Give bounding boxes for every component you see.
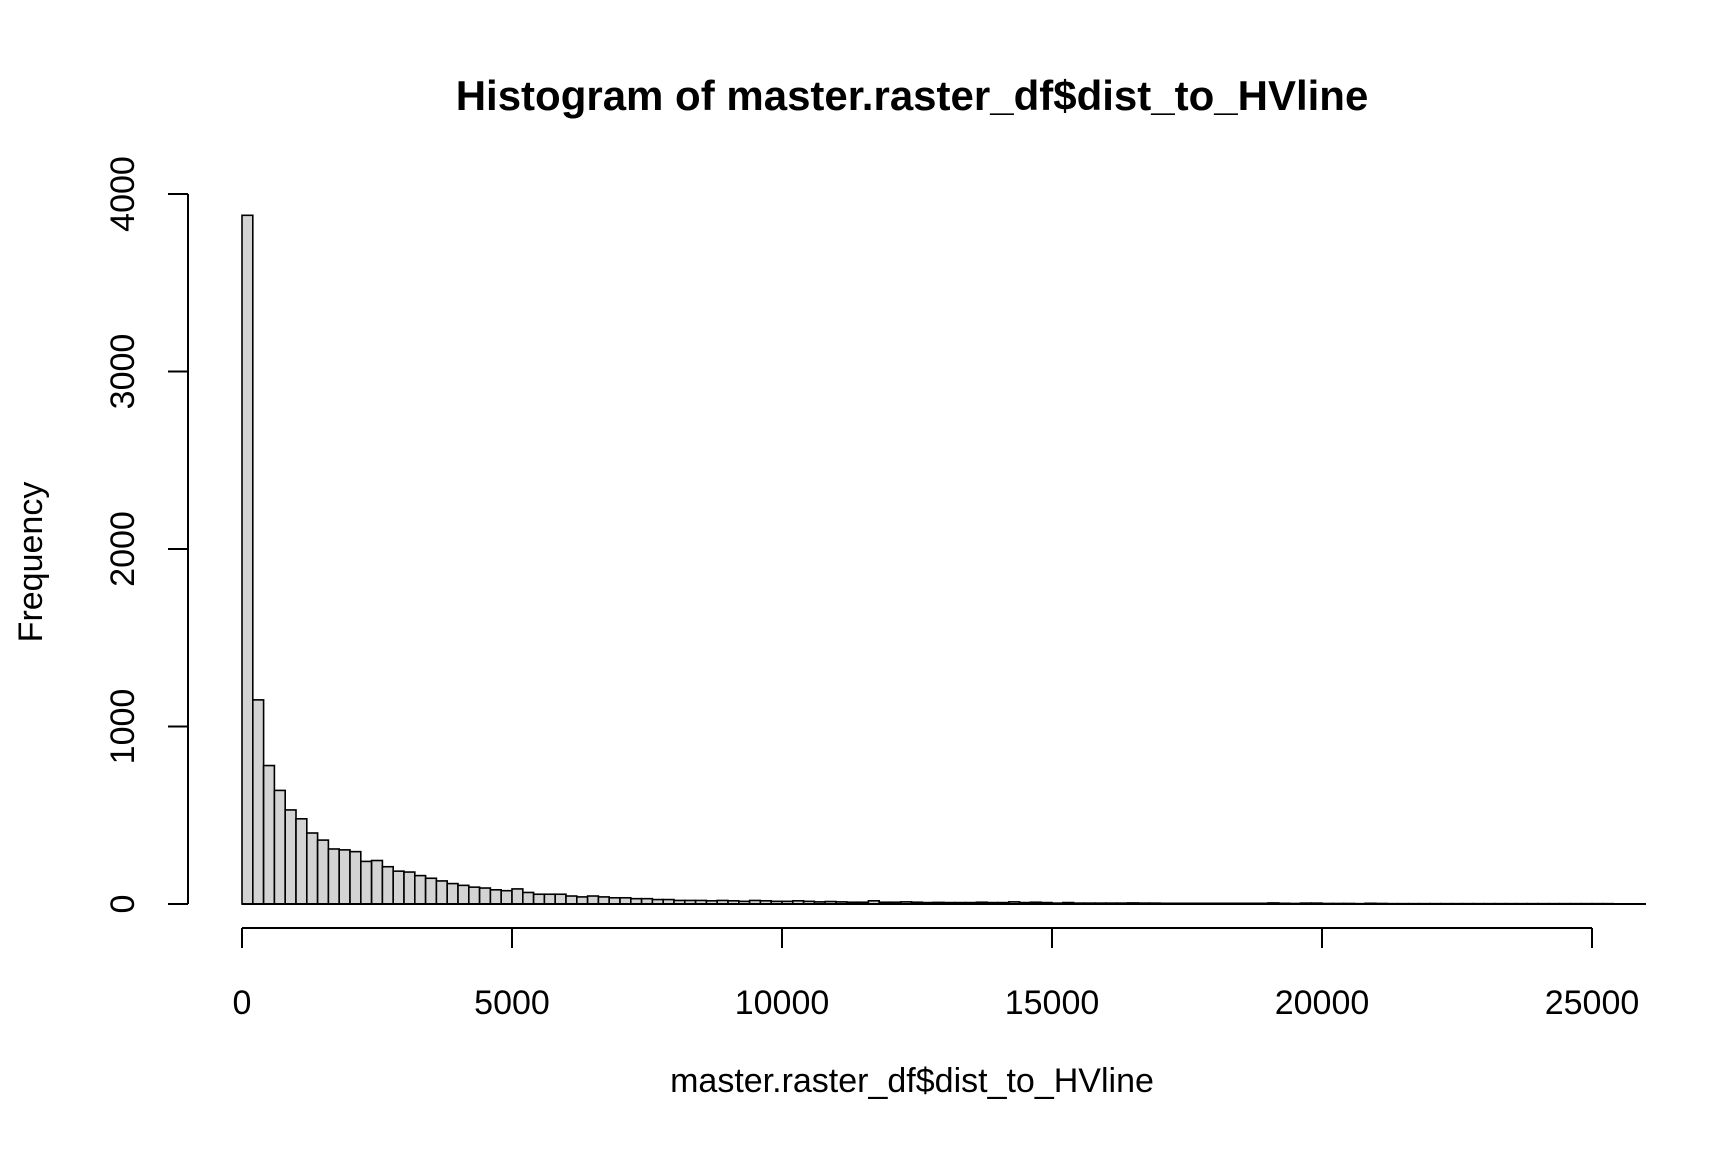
x-axis-label: master.raster_df$dist_to_HVline — [670, 1062, 1154, 1100]
x-tick-label: 15000 — [1005, 984, 1100, 1022]
histogram-bar — [273, 789, 286, 905]
histogram-bar — [575, 896, 589, 905]
histogram-bar — [316, 839, 330, 905]
histogram-bar — [295, 817, 308, 905]
histogram-bar — [413, 874, 427, 905]
histogram-bar — [359, 860, 373, 905]
x-axis: 0 5000 10000 15000 20000 25000 — [233, 903, 1646, 1022]
y-tick-label: 3000 — [104, 334, 142, 410]
histogram-bar — [446, 882, 459, 905]
histogram-bar — [305, 832, 319, 905]
x-tick-label: 0 — [233, 984, 252, 1022]
histogram-bar — [435, 880, 448, 905]
histogram-bar — [284, 809, 297, 905]
histogram-bar — [489, 888, 502, 905]
histogram-bar — [457, 884, 470, 905]
x-tick-label: 5000 — [474, 984, 550, 1022]
histogram-bar — [597, 896, 611, 905]
histogram-bar — [241, 214, 254, 905]
histogram-bar — [338, 849, 351, 905]
y-tick-label: 2000 — [104, 511, 142, 587]
histogram-bar — [262, 764, 276, 905]
y-tick-label: 0 — [104, 895, 142, 914]
histogram-bar — [252, 699, 265, 905]
histogram-bar — [392, 870, 405, 905]
histogram-bar — [327, 848, 340, 905]
histogram-bar — [500, 889, 513, 905]
histogram-bar — [403, 871, 416, 905]
y-tick-label: 1000 — [104, 689, 142, 765]
histogram-bar — [521, 891, 535, 905]
bars-group — [241, 214, 1615, 905]
histogram-bar — [511, 888, 524, 905]
y-axis-label: Frequency — [12, 482, 50, 643]
histogram-bar — [478, 887, 492, 905]
chart-title: Histogram of master.raster_df$dist_to_HV… — [456, 72, 1369, 119]
histogram-bar — [554, 893, 567, 905]
x-tick-label: 10000 — [735, 984, 830, 1022]
histogram-bar — [349, 850, 362, 905]
histogram-bar — [532, 893, 546, 905]
histogram-bar — [586, 895, 600, 905]
histogram-bar — [543, 893, 557, 905]
histogram-bar — [467, 886, 481, 905]
x-tick-label: 20000 — [1275, 984, 1370, 1022]
histogram-bar — [370, 859, 384, 905]
y-axis: 0 1000 2000 3000 4000 — [104, 156, 189, 914]
histogram-bar — [565, 895, 578, 905]
y-tick-label: 4000 — [104, 156, 142, 232]
histogram-bar — [424, 877, 438, 905]
x-tick-label: 25000 — [1545, 984, 1640, 1022]
histogram-bar — [381, 865, 394, 905]
